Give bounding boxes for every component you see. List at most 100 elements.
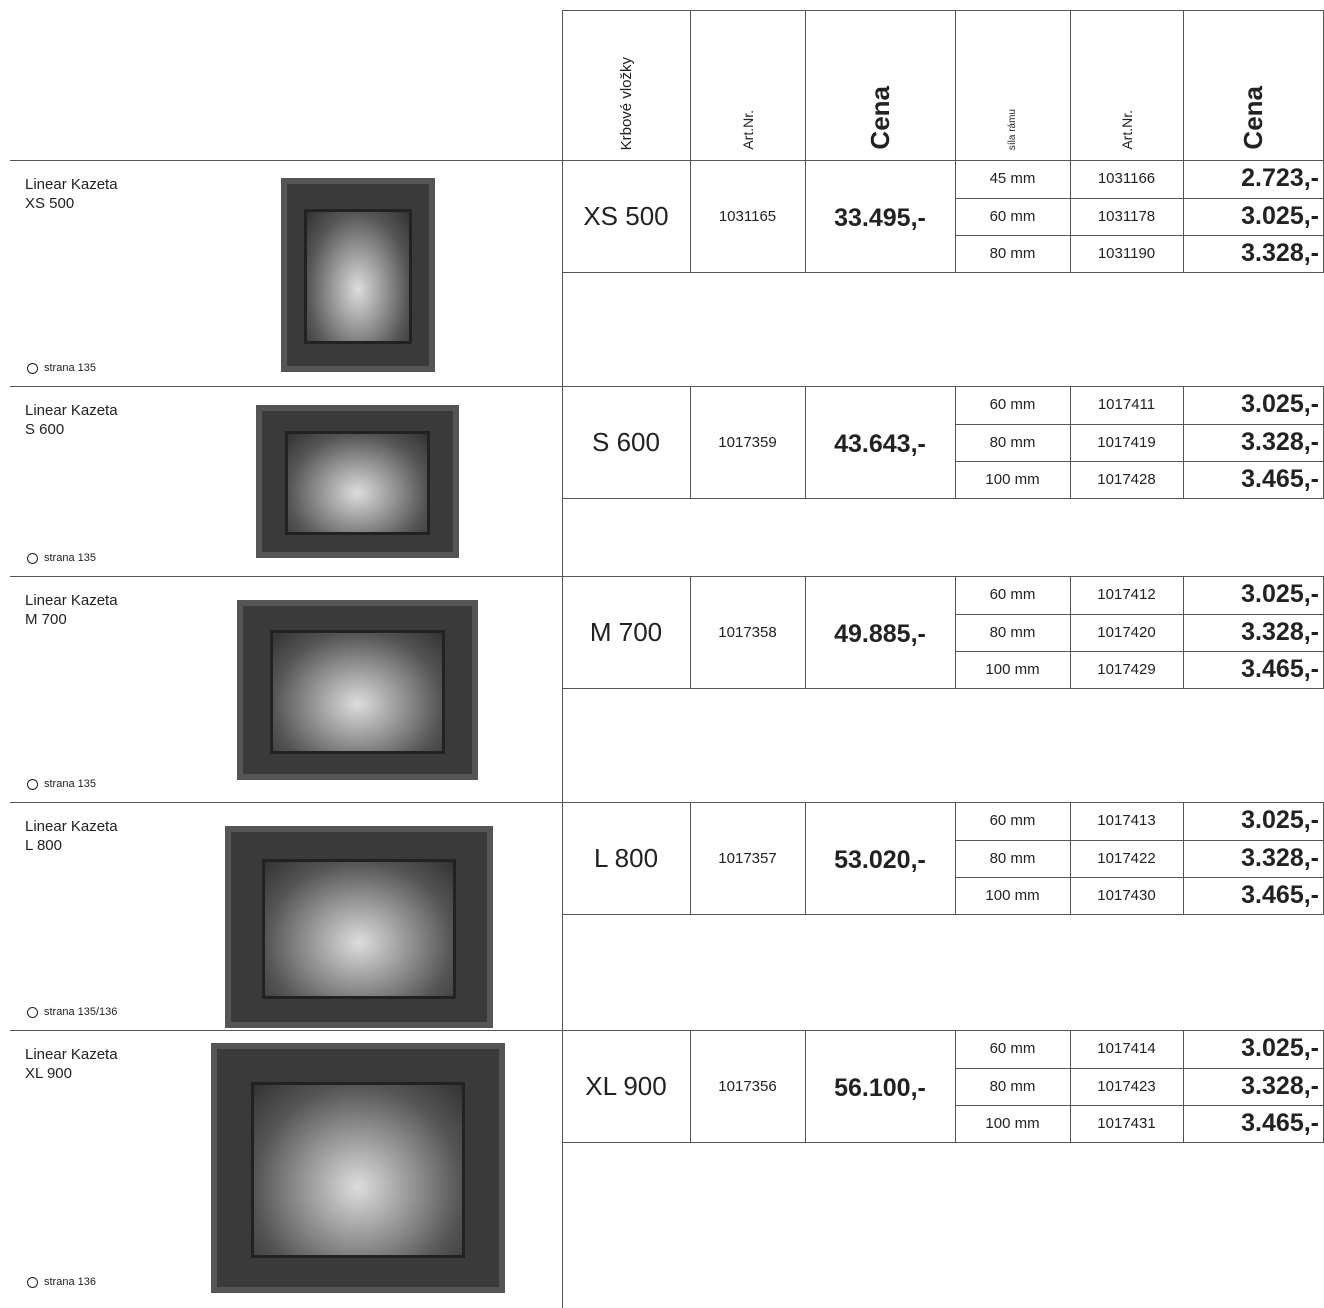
rule [10, 386, 1324, 387]
product-name: Linear Kazeta [25, 592, 118, 609]
product-photo [256, 405, 459, 558]
rule [805, 802, 806, 914]
rule [1070, 576, 1071, 688]
frame-price: 3.025,- [1241, 390, 1319, 419]
rule [1070, 386, 1071, 498]
rule [955, 840, 1324, 841]
frame-price: 3.025,- [1241, 580, 1319, 609]
page-text: strana 135 [44, 778, 96, 790]
frame-size: 100 mm [985, 887, 1040, 905]
frame-article-number: 1017428 [1097, 471, 1156, 489]
frame-article-number: 1017412 [1097, 586, 1156, 604]
frame-size: 80 mm [989, 1078, 1036, 1096]
frame-size: 60 mm [989, 396, 1036, 414]
frame-price: 2.723,- [1241, 164, 1319, 193]
product-photo [225, 826, 493, 1028]
rule [955, 461, 1324, 462]
product-size: L 800 [25, 837, 62, 854]
header-text: Krbové vložky [617, 56, 635, 150]
rule [955, 424, 1324, 425]
frame-price: 3.328,- [1241, 1072, 1319, 1101]
page-text: strana 135 [44, 552, 96, 564]
model: XL 900 [585, 1070, 667, 1101]
article-number: 1017358 [718, 623, 777, 641]
price: 33.495,- [834, 203, 926, 232]
product-photo [211, 1043, 505, 1293]
frame-size: 80 mm [989, 624, 1036, 642]
frame-price: 3.025,- [1241, 202, 1319, 231]
rule [690, 576, 691, 688]
frame-size: 60 mm [989, 586, 1036, 604]
product-size: S 600 [25, 421, 65, 438]
rule [1070, 160, 1071, 272]
rule [805, 160, 806, 272]
page-reference: strana 135 [27, 362, 96, 374]
page-reference: strana 136 [27, 1276, 96, 1288]
rule [955, 235, 1324, 236]
price: 49.885,- [834, 619, 926, 648]
column-header: Cena [805, 14, 955, 150]
frame-size: 100 mm [985, 1115, 1040, 1133]
rule [805, 576, 806, 688]
price: 43.643,- [834, 429, 926, 458]
rule [562, 272, 1324, 273]
price: 56.100,- [834, 1073, 926, 1102]
product-photo [237, 600, 478, 780]
rule [690, 386, 691, 498]
product-name: Linear Kazeta [25, 176, 118, 193]
frame-article-number: 1017422 [1097, 850, 1156, 868]
frame-size: 80 mm [989, 850, 1036, 868]
product-size: XS 500 [25, 195, 75, 212]
page-reference: strana 135/136 [27, 1006, 117, 1018]
column-header: Art.Nr. [690, 14, 805, 150]
frame-size: 80 mm [989, 434, 1036, 452]
frame-article-number: 1017420 [1097, 624, 1156, 642]
frame-price: 3.328,- [1241, 618, 1319, 647]
frame-size: 45 mm [989, 170, 1036, 188]
product-size: M 700 [25, 611, 67, 628]
rule [562, 10, 1324, 11]
page-text: strana 136 [44, 1276, 96, 1288]
frame-article-number: 1017419 [1097, 434, 1156, 452]
frame-article-number: 1017413 [1097, 812, 1156, 830]
page-icon [27, 362, 38, 374]
page-icon [27, 778, 38, 790]
header-text: Art.Nr. [1118, 110, 1135, 150]
price: 53.020,- [834, 845, 926, 874]
rule [955, 1068, 1324, 1069]
frame-price: 3.025,- [1241, 806, 1319, 835]
rule [562, 1142, 1324, 1143]
rule [562, 498, 1324, 499]
frame-price: 3.465,- [1241, 881, 1319, 910]
frame-price: 3.465,- [1241, 655, 1319, 684]
rule [955, 1105, 1324, 1106]
rule [1183, 1030, 1184, 1142]
header-text: Art.Nr. [739, 110, 756, 150]
frame-article-number: 1017414 [1097, 1040, 1156, 1058]
article-number: 1017359 [718, 433, 777, 451]
page-reference: strana 135 [27, 552, 96, 564]
rule [955, 198, 1324, 199]
product-name: Linear Kazeta [25, 402, 118, 419]
model: XS 500 [583, 200, 669, 231]
column-header: Art.Nr. [1070, 14, 1183, 150]
rule [562, 10, 563, 1308]
rule [1183, 802, 1184, 914]
frame-size: 80 mm [989, 245, 1036, 263]
article-number: 1031165 [718, 207, 777, 225]
frame-article-number: 1031166 [1097, 170, 1156, 188]
rule [955, 651, 1324, 652]
article-number: 1017357 [718, 849, 777, 867]
rule [1183, 10, 1184, 160]
frame-size: 60 mm [989, 208, 1036, 226]
product-name: Linear Kazeta [25, 818, 118, 835]
frame-price: 3.328,- [1241, 239, 1319, 268]
rule [562, 914, 1324, 915]
page-icon [27, 552, 38, 564]
article-number: 1017356 [718, 1077, 777, 1095]
rule [955, 160, 956, 272]
page-icon [27, 1006, 38, 1018]
rule [690, 802, 691, 914]
frame-article-number: 1017429 [1097, 661, 1156, 679]
